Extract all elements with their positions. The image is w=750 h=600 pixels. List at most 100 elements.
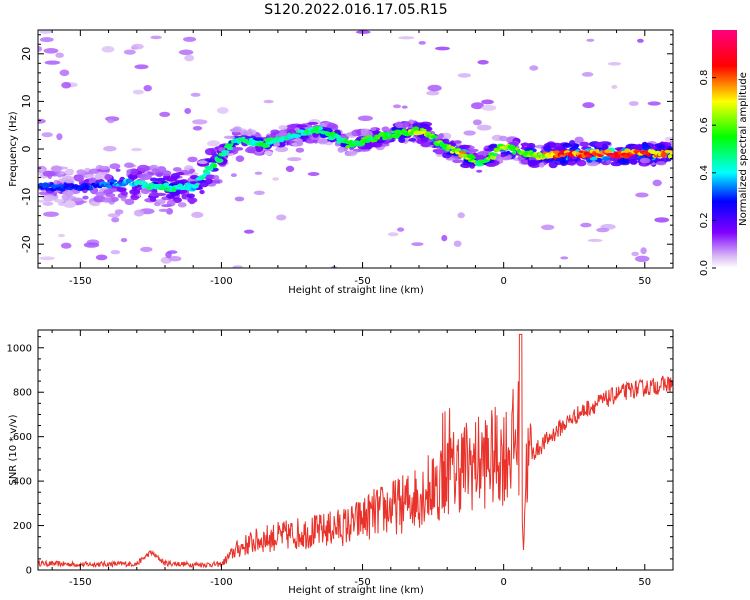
spectrogram-blob bbox=[50, 165, 63, 172]
figure-title: S120.2022.016.17.05.R15 bbox=[264, 2, 447, 18]
spectrogram-ridge-cell bbox=[459, 150, 467, 154]
snr-frame bbox=[37, 329, 674, 571]
spectrogram-blob bbox=[103, 189, 114, 195]
spectrogram-ridge-cell bbox=[229, 143, 234, 146]
spectrogram-blob bbox=[133, 209, 145, 217]
spectrogram-blob bbox=[278, 125, 288, 131]
spectrogram-blob bbox=[640, 247, 647, 255]
spectrogram-blob bbox=[350, 151, 358, 155]
spectrogram-blob bbox=[421, 137, 429, 141]
spectrogram-blob bbox=[296, 124, 308, 128]
spectrogram-blob bbox=[175, 172, 185, 176]
spectrogram-blob bbox=[403, 121, 411, 126]
spectrogram-blob bbox=[567, 160, 577, 166]
spectrogram-blob bbox=[474, 155, 486, 160]
spectrogram-ridge-cell bbox=[559, 154, 566, 157]
spectrogram-ridge-cell bbox=[295, 134, 301, 138]
spectrogram-blob bbox=[130, 194, 140, 201]
spectrogram-blob bbox=[82, 195, 89, 200]
spectrogram-blob bbox=[500, 153, 506, 158]
x-tick-label: -150 bbox=[69, 577, 92, 588]
spectrogram-blob bbox=[243, 229, 255, 234]
spectrogram-blob bbox=[187, 156, 198, 163]
spectrogram-blob bbox=[59, 69, 70, 77]
spectrogram-blob bbox=[270, 129, 280, 135]
spectrogram-blob bbox=[134, 64, 149, 70]
spectrogram-ridge-cell bbox=[215, 158, 224, 164]
spectrogram-ridge-cell bbox=[512, 151, 517, 155]
spectrogram-blob bbox=[420, 141, 431, 148]
spectrogram-blob bbox=[234, 196, 245, 202]
spectrogram-blob bbox=[586, 38, 595, 42]
spectrogram-blob bbox=[42, 170, 56, 177]
spectrogram-blob bbox=[101, 46, 115, 53]
spectrogram-blob bbox=[152, 168, 160, 174]
spectrogram-blob bbox=[204, 148, 216, 156]
spectrogram-blob bbox=[172, 167, 182, 172]
spectrogram-blob bbox=[527, 159, 539, 167]
spectrogram-blob bbox=[460, 162, 472, 169]
spectrogram-blob bbox=[411, 242, 424, 247]
spectrogram-ridge-cell bbox=[420, 128, 427, 132]
spectrogram-blob bbox=[232, 265, 243, 268]
spectrogram-blob bbox=[231, 132, 242, 136]
spectrogram-ridge-cell bbox=[646, 154, 651, 157]
spectrogram-ridge-cell bbox=[207, 166, 214, 171]
spectrogram-blob bbox=[426, 90, 440, 96]
spectrogram-ridge-cell bbox=[221, 150, 230, 154]
spectrogram-blob bbox=[637, 38, 644, 43]
spectrogram-blob bbox=[93, 195, 106, 203]
spectrogram-blob bbox=[471, 102, 484, 110]
spectrogram-blob bbox=[548, 161, 558, 169]
spectrogram-ridge-cell bbox=[660, 152, 668, 158]
spectrogram-blob bbox=[485, 163, 497, 167]
spectrogram-blob bbox=[168, 256, 182, 262]
spectrogram-blob bbox=[539, 162, 545, 168]
spectrogram-blob bbox=[149, 177, 158, 182]
spectrogram-blob bbox=[307, 121, 319, 125]
spectrogram-ridge-cell bbox=[587, 154, 592, 159]
spectrogram-blob bbox=[617, 158, 630, 164]
spectrogram-blob bbox=[124, 198, 135, 205]
spectrogram-blob bbox=[207, 140, 221, 147]
spectrogram-ridge-cell bbox=[470, 155, 476, 159]
spectrogram-blob bbox=[197, 160, 208, 165]
spectrogram-ridge-cell bbox=[455, 148, 462, 152]
x-tick-label: 50 bbox=[638, 577, 651, 588]
spectrogram-blob bbox=[580, 222, 592, 228]
spectrogram-blob bbox=[317, 137, 328, 145]
spectrogram-blob bbox=[61, 81, 72, 89]
spectrogram-blob bbox=[477, 60, 489, 65]
spectrogram-blob bbox=[129, 188, 141, 196]
spectrogram-blob bbox=[149, 196, 157, 202]
spectrogram-blob bbox=[272, 177, 279, 181]
spectrogram-blob bbox=[95, 191, 106, 197]
spectrogram-blob bbox=[576, 159, 587, 167]
snr-y-label: SNR (10 * v/v) bbox=[8, 414, 19, 485]
spectrogram-blob bbox=[398, 36, 415, 40]
spectrogram-blob bbox=[166, 177, 177, 182]
spectrogram-blob bbox=[472, 119, 482, 126]
spectrogram-blob bbox=[120, 197, 127, 202]
colorbar-tick-label: 0.0 bbox=[699, 260, 710, 276]
spectrogram-x-label: Height of straight line (km) bbox=[288, 285, 424, 296]
spectrogram-blob bbox=[246, 146, 256, 154]
spectrogram-blob bbox=[635, 192, 649, 198]
spectrogram-blob bbox=[295, 147, 305, 153]
spectrogram-blob bbox=[140, 246, 153, 252]
spectrogram-ridge-cell bbox=[669, 150, 673, 155]
spectrogram-blob bbox=[392, 104, 402, 109]
spectrogram-blob bbox=[203, 174, 216, 180]
snr-y-ticks: 0 200 400 600 800 1000 bbox=[7, 336, 673, 577]
spectrogram-blob bbox=[235, 155, 245, 162]
spectrogram-blob bbox=[652, 179, 662, 187]
spectrogram-blob bbox=[102, 197, 113, 203]
spectrogram-ridge-cell bbox=[194, 183, 199, 188]
spectrogram-blob bbox=[89, 201, 101, 207]
spectrogram-blob bbox=[107, 119, 115, 124]
colorbar-label: Normalized spectral amplitude bbox=[738, 72, 749, 226]
spectrogram-blob bbox=[98, 165, 110, 171]
spectrogram-blob bbox=[395, 121, 403, 129]
spectrogram-blob bbox=[285, 165, 295, 172]
colorbar: 0.0 0.2 0.4 0.6 0.8 Normalized spectral ampl… bbox=[699, 30, 749, 276]
